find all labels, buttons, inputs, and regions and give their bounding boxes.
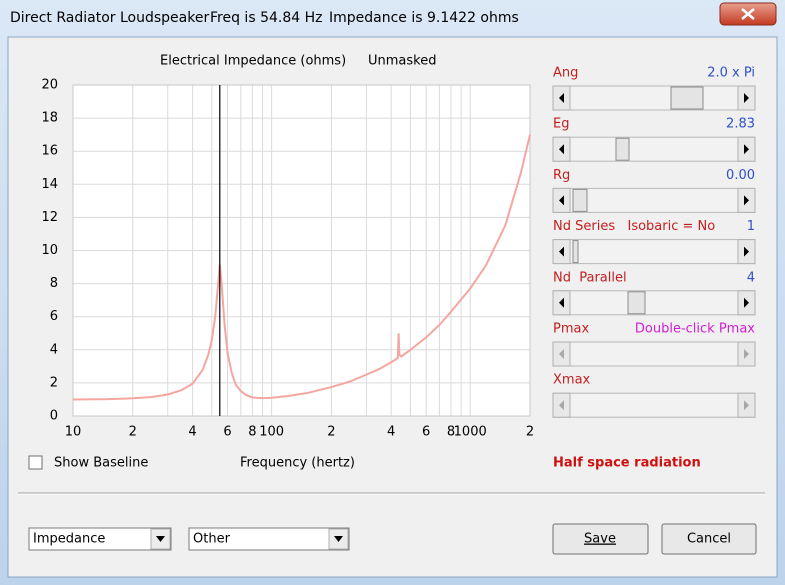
x-axis-label: Frequency (hertz) bbox=[240, 456, 355, 471]
x-tick-label: 10 bbox=[65, 425, 82, 440]
x-tick-label: 8 bbox=[447, 425, 455, 440]
slider-label: Eg bbox=[553, 117, 569, 132]
chart-subtitle: Unmasked bbox=[368, 54, 436, 69]
dropdown[interactable] bbox=[28, 527, 172, 551]
y-tick-label: 4 bbox=[50, 342, 58, 357]
y-tick-label: 20 bbox=[41, 78, 58, 93]
checkbox-label[interactable]: Show Baseline bbox=[54, 456, 148, 471]
slider-value: 1 bbox=[747, 219, 755, 234]
y-tick-label: 14 bbox=[41, 177, 58, 192]
arrow bbox=[744, 195, 749, 206]
slider-value: 2.0 x Pi bbox=[707, 66, 755, 81]
dropdown-label[interactable]: Other bbox=[193, 532, 231, 547]
chart-title: Electrical Impedance (ohms) bbox=[160, 54, 346, 69]
save-button[interactable] bbox=[552, 523, 649, 555]
scrollbar-track[interactable] bbox=[552, 392, 756, 418]
y-tick-label: 18 bbox=[41, 111, 58, 126]
arrow bbox=[559, 400, 564, 411]
slider-label: Xmax bbox=[553, 373, 591, 388]
x-tick-label: 8 bbox=[248, 425, 256, 440]
arrow bbox=[744, 349, 749, 359]
window-freq: Freq is 54.84 Hz bbox=[210, 10, 322, 26]
x-tick-label: 6 bbox=[422, 425, 430, 440]
scroll-thumb[interactable] bbox=[670, 86, 704, 110]
dropdown-arrow bbox=[156, 536, 165, 542]
slider-label: Nd Series Isobaric = No bbox=[553, 219, 715, 234]
y-tick-label: 6 bbox=[50, 309, 58, 324]
slider-label: Pmax bbox=[553, 322, 589, 337]
arrow bbox=[744, 144, 749, 155]
slider-value: 4 bbox=[747, 270, 755, 285]
cancel-button[interactable] bbox=[661, 523, 757, 555]
arrow bbox=[559, 349, 564, 359]
arrow bbox=[744, 93, 749, 103]
save-label[interactable]: Save bbox=[584, 532, 616, 547]
scrollbar-track[interactable] bbox=[552, 290, 756, 316]
slider-value: 0.00 bbox=[726, 168, 755, 183]
scrollbar-track[interactable] bbox=[552, 239, 756, 265]
x-tick-label: 1000 bbox=[454, 425, 487, 440]
x-tick-label: 4 bbox=[188, 425, 196, 440]
x-tick-label: 6 bbox=[223, 425, 231, 440]
dropdown-arrow bbox=[334, 536, 343, 542]
checkbox[interactable] bbox=[28, 455, 43, 470]
scroll-thumb[interactable] bbox=[572, 188, 588, 212]
x-tick-label: 2 bbox=[327, 425, 335, 440]
impedance-line bbox=[72, 134, 531, 401]
x-tick-label: 4 bbox=[387, 425, 395, 440]
y-tick-label: 10 bbox=[41, 243, 58, 258]
cancel-label[interactable]: Cancel bbox=[687, 532, 731, 547]
y-tick-label: 12 bbox=[41, 210, 58, 225]
note: Half space radiation bbox=[553, 456, 701, 471]
arrow bbox=[559, 93, 564, 103]
scrollbar-track[interactable] bbox=[552, 341, 756, 367]
scroll-thumb[interactable] bbox=[615, 137, 630, 161]
dropdown-label[interactable]: Impedance bbox=[33, 532, 105, 547]
arrow bbox=[744, 297, 749, 308]
slider-value: 2.83 bbox=[726, 117, 755, 132]
scrollbar-track[interactable] bbox=[552, 136, 756, 162]
scroll-thumb[interactable] bbox=[572, 240, 579, 264]
arrow bbox=[744, 246, 749, 257]
arrow bbox=[559, 144, 564, 155]
plot-border bbox=[72, 84, 531, 417]
slider-label: Ang bbox=[553, 66, 578, 81]
dropdown[interactable] bbox=[188, 527, 350, 551]
x-tick-label: 2 bbox=[129, 425, 137, 440]
window-impedance: Impedance is 9.1422 ohms bbox=[329, 10, 519, 26]
y-tick-label: 0 bbox=[50, 409, 58, 424]
close-icon bbox=[741, 8, 755, 20]
scroll-thumb[interactable] bbox=[627, 291, 646, 315]
y-tick-label: 8 bbox=[50, 276, 58, 291]
y-tick-label: 16 bbox=[41, 144, 58, 159]
window-title: Direct Radiator Loudspeaker bbox=[10, 10, 209, 26]
x-tick-label: 2 bbox=[526, 425, 534, 440]
scrollbar-track[interactable] bbox=[552, 85, 756, 111]
arrow bbox=[559, 195, 564, 206]
slider-value: Double-click Pmax bbox=[635, 322, 755, 337]
slider-label: Nd Parallel bbox=[553, 270, 627, 285]
slider-label: Rg bbox=[553, 168, 570, 183]
y-tick-label: 2 bbox=[50, 375, 58, 390]
x-tick-label: 100 bbox=[259, 425, 284, 440]
arrow bbox=[559, 246, 564, 257]
arrow bbox=[559, 297, 564, 308]
arrow bbox=[744, 400, 749, 411]
